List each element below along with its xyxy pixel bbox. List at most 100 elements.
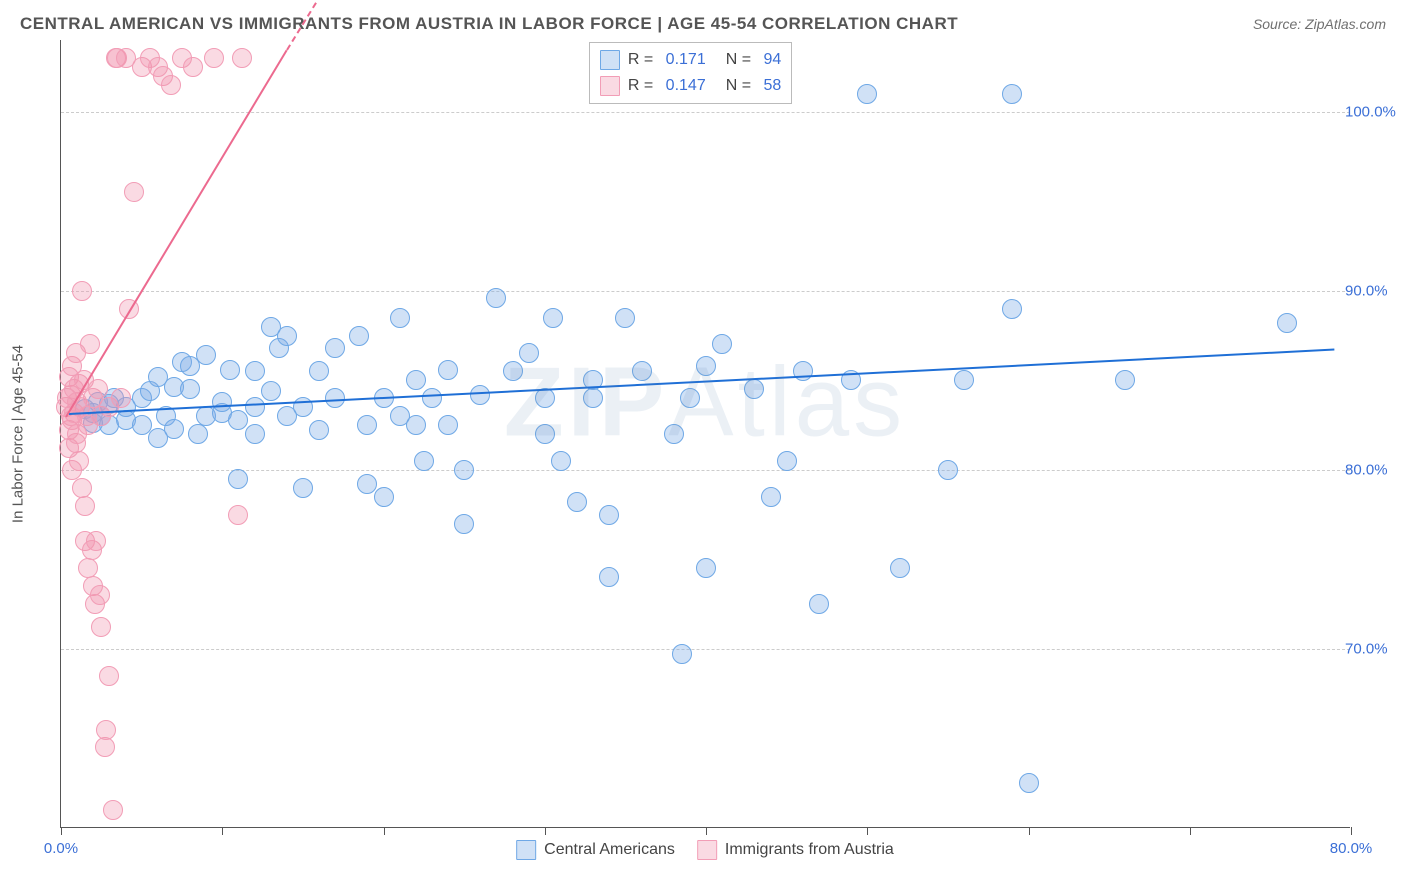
correlation-legend: R = 0.171N = 94R = 0.147N = 58 <box>589 42 792 104</box>
x-tick <box>222 827 223 835</box>
central-point <box>615 308 635 328</box>
central-point <box>712 334 732 354</box>
central-point <box>245 361 265 381</box>
gridline <box>61 649 1350 650</box>
gridline <box>61 291 1350 292</box>
central-point <box>245 397 265 417</box>
central-point <box>454 460 474 480</box>
austria-point <box>80 334 100 354</box>
central-point <box>164 419 184 439</box>
central-point <box>664 424 684 444</box>
central-point <box>406 370 426 390</box>
austria-point <box>69 451 89 471</box>
x-tick-label: 0.0% <box>44 840 78 857</box>
x-tick <box>867 827 868 835</box>
central-point <box>938 460 958 480</box>
austria-point <box>232 48 252 68</box>
central-point <box>761 487 781 507</box>
austria-point <box>88 379 108 399</box>
austria-point <box>161 75 181 95</box>
central-point <box>325 338 345 358</box>
central-point <box>890 558 910 578</box>
x-tick <box>1351 827 1352 835</box>
austria-point <box>183 57 203 77</box>
austria-point <box>124 182 144 202</box>
central-point <box>349 326 369 346</box>
austria-point <box>103 800 123 820</box>
central-point <box>414 451 434 471</box>
central-point <box>503 361 523 381</box>
central-point <box>486 288 506 308</box>
y-tick-label: 80.0% <box>1345 461 1405 478</box>
central-point <box>744 379 764 399</box>
central-point <box>535 388 555 408</box>
central-point <box>390 308 410 328</box>
central-point <box>374 487 394 507</box>
central-point <box>212 392 232 412</box>
central-point <box>438 415 458 435</box>
central-point <box>809 594 829 614</box>
x-tick <box>1029 827 1030 835</box>
central-point <box>857 84 877 104</box>
gridline <box>61 470 1350 471</box>
austria-point <box>111 388 131 408</box>
central-point <box>551 451 571 471</box>
austria-point <box>86 531 106 551</box>
y-tick-label: 100.0% <box>1345 103 1405 120</box>
austria-point <box>204 48 224 68</box>
plot-area: 70.0%80.0%90.0%100.0%0.0%80.0% In Labor … <box>60 40 1350 828</box>
austria-point <box>72 478 92 498</box>
central-point <box>777 451 797 471</box>
central-point <box>793 361 813 381</box>
austria-point <box>96 720 116 740</box>
central-point <box>357 415 377 435</box>
austria-point <box>99 666 119 686</box>
series-legend: Central Americans Immigrants from Austria <box>516 840 894 860</box>
gridline <box>61 112 1350 113</box>
y-tick-label: 70.0% <box>1345 640 1405 657</box>
central-point <box>954 370 974 390</box>
x-tick-label: 80.0% <box>1330 840 1373 857</box>
x-tick <box>706 827 707 835</box>
central-point <box>180 379 200 399</box>
central-point <box>470 385 490 405</box>
legend-item-central: Central Americans <box>516 840 675 860</box>
central-point <box>543 308 563 328</box>
central-point <box>245 424 265 444</box>
central-point <box>535 424 555 444</box>
chart-title: CENTRAL AMERICAN VS IMMIGRANTS FROM AUST… <box>20 14 958 34</box>
central-point <box>519 343 539 363</box>
austria-point <box>91 617 111 637</box>
central-point <box>277 326 297 346</box>
legend-row-central: R = 0.171N = 94 <box>600 47 781 73</box>
austria-point <box>228 505 248 525</box>
x-tick <box>384 827 385 835</box>
legend-item-austria: Immigrants from Austria <box>697 840 894 860</box>
central-point <box>422 388 442 408</box>
central-point <box>188 424 208 444</box>
central-point <box>583 388 603 408</box>
central-point <box>309 361 329 381</box>
central-point <box>632 361 652 381</box>
central-point <box>220 360 240 380</box>
central-point <box>567 492 587 512</box>
central-point <box>261 381 281 401</box>
central-point <box>196 345 216 365</box>
central-point <box>406 415 426 435</box>
central-point <box>599 505 619 525</box>
central-point <box>1115 370 1135 390</box>
x-tick <box>61 827 62 835</box>
austria-point <box>95 737 115 757</box>
y-axis-label: In Labor Force | Age 45-54 <box>10 345 27 523</box>
central-point <box>309 420 329 440</box>
austria-point <box>75 496 95 516</box>
austria-point <box>72 281 92 301</box>
central-point <box>1002 84 1022 104</box>
x-tick <box>1190 827 1191 835</box>
source-label: Source: ZipAtlas.com <box>1253 16 1386 32</box>
central-point <box>454 514 474 534</box>
central-point <box>696 558 716 578</box>
central-point <box>293 478 313 498</box>
central-point <box>672 644 692 664</box>
x-tick <box>545 827 546 835</box>
